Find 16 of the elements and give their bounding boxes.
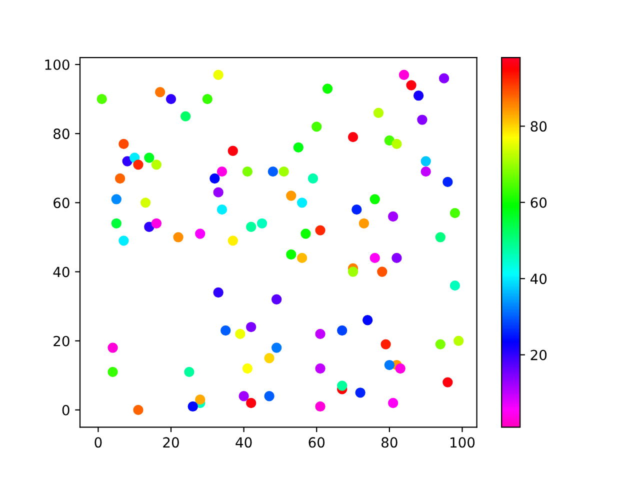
y-tick-label: 0 xyxy=(62,404,70,416)
x-tick-label: 40 xyxy=(236,437,252,448)
x-tick-label: 0 xyxy=(94,437,102,448)
y-tick-label: 20 xyxy=(54,336,70,346)
color-bar-label: 60 xyxy=(530,197,547,208)
color-bar-label: 40 xyxy=(530,274,547,284)
y-tick-label: 60 xyxy=(54,198,70,208)
y-tick-label: 80 xyxy=(54,128,70,140)
color-bar-label: 80 xyxy=(530,121,547,132)
y-tick-label: 40 xyxy=(53,266,70,278)
x-tick-label: 60 xyxy=(308,437,325,448)
y-tick-label: 100 xyxy=(45,59,70,70)
x-tick-label: 100 xyxy=(450,437,475,448)
x-tick-label: 20 xyxy=(163,437,179,448)
color-bar-label: 20 xyxy=(530,350,547,360)
x-tick-label: 80 xyxy=(382,437,398,448)
